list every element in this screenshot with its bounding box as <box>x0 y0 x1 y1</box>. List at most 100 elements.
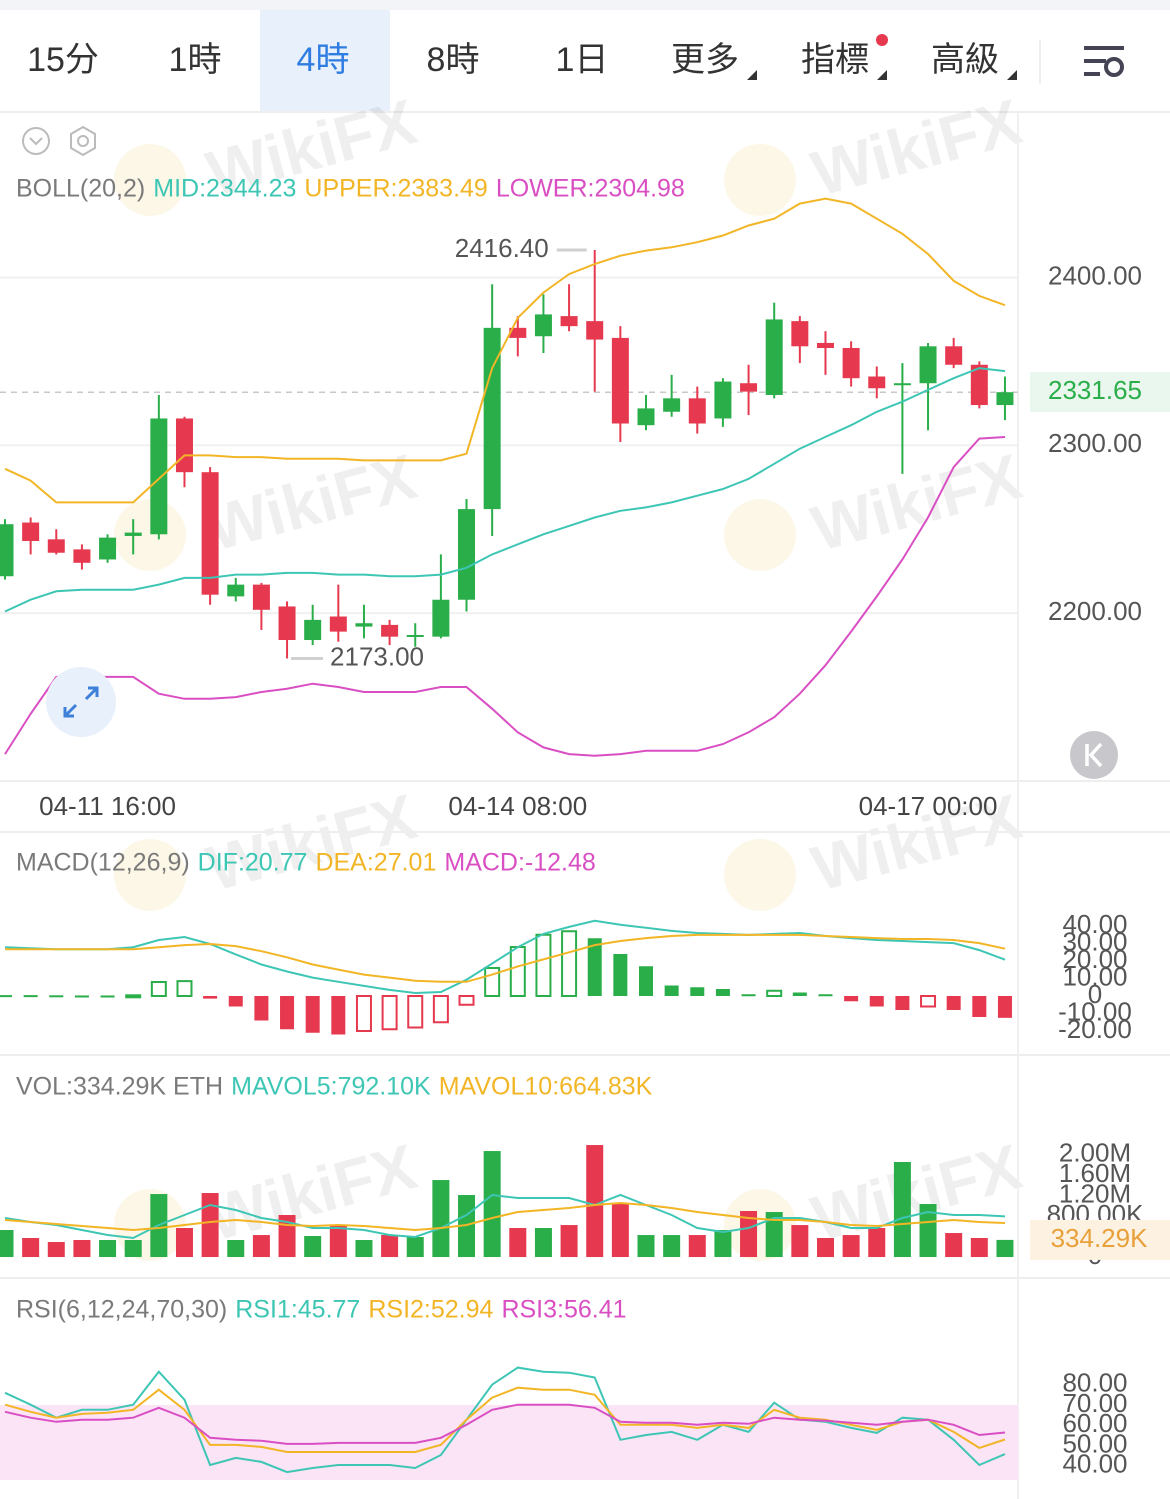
tab-label[interactable]: 15分 <box>27 41 99 79</box>
watermark-logo <box>724 499 796 571</box>
volume-bar <box>304 1236 322 1258</box>
watermark: WikiFX <box>804 1130 1028 1255</box>
macd-bar <box>997 996 1012 1018</box>
volume-bar <box>534 1228 552 1258</box>
candle-body <box>22 522 40 541</box>
tab-label[interactable]: 1時 <box>169 41 222 79</box>
candle-body <box>996 392 1014 406</box>
tab-label[interactable]: 高級 <box>931 41 999 79</box>
settings-hex-icon[interactable] <box>70 125 96 157</box>
settings-icon[interactable] <box>1084 46 1124 77</box>
volume-bar <box>406 1237 424 1258</box>
candle-body <box>765 319 783 395</box>
volume-bar <box>919 1204 937 1258</box>
notification-dot <box>876 34 888 46</box>
volume-bar <box>637 1235 655 1258</box>
candle-body <box>150 418 168 535</box>
tab-label[interactable]: 指標 <box>801 41 869 79</box>
macd-bar <box>458 995 475 1006</box>
y-tick-label: 1.20M <box>1059 1178 1131 1208</box>
indicator-line <box>4 367 1006 613</box>
macd-bar <box>305 996 320 1033</box>
y-tick-label: 0 <box>1088 979 1102 1009</box>
active-tab-bg <box>260 10 390 112</box>
candle-body <box>124 532 142 536</box>
macd-bar <box>432 995 449 1024</box>
candle-body <box>227 584 245 597</box>
tab-label[interactable]: 1日 <box>556 41 609 79</box>
macd-bar <box>203 996 218 999</box>
candle-body <box>816 342 834 348</box>
watermark-logo <box>114 144 186 216</box>
legend-label: VOL:334.29K ETH <box>16 1073 223 1101</box>
macd-bar <box>818 994 833 997</box>
volume-bar <box>252 1235 270 1258</box>
y-tick-label: -20.00 <box>1058 1014 1132 1044</box>
legend-label: MAVOL10:664.83K <box>439 1073 653 1101</box>
macd-bar <box>946 996 961 1010</box>
candle-body <box>560 316 578 327</box>
tab-label[interactable]: 4時 <box>297 41 350 79</box>
tab-label[interactable]: 更多 <box>671 41 739 79</box>
watermark: WikiFX <box>804 440 1028 565</box>
legend-label: MID:2344.23 <box>153 175 296 203</box>
legend-label: UPPER:2383.49 <box>304 175 487 203</box>
candle-body <box>355 623 373 627</box>
volume-bar <box>688 1235 706 1258</box>
volume-bar <box>765 1212 783 1258</box>
volume-bar <box>611 1203 629 1258</box>
fullscreen-button[interactable] <box>46 667 116 737</box>
macd-bar <box>125 994 142 999</box>
volume-bar <box>175 1228 193 1258</box>
candle-body <box>381 624 399 637</box>
candle-body <box>740 383 758 392</box>
volume-bar <box>381 1235 399 1258</box>
candle-body <box>534 314 552 337</box>
indicator-line <box>4 1201 1006 1232</box>
y-tick-label: 2300.00 <box>1048 428 1142 458</box>
volume-bar <box>201 1193 219 1258</box>
y-tick-label: 80.00 <box>1062 1368 1127 1398</box>
volume-bar <box>663 1235 681 1258</box>
watermark-logo <box>724 144 796 216</box>
top-strip <box>0 0 1170 10</box>
x-tick-label: 04-11 16:00 <box>39 791 176 821</box>
candle-body <box>611 337 629 424</box>
collapse-icon[interactable] <box>22 127 50 155</box>
macd-bar <box>561 930 578 997</box>
y-tick-label: 20.00 <box>1062 944 1127 974</box>
watermark: WikiFX <box>199 780 423 905</box>
macd-bar <box>228 996 243 1007</box>
y-tick-label: 40.00 <box>1062 1449 1127 1479</box>
macd-bar <box>23 995 38 998</box>
watermark: WikiFX <box>804 85 1028 210</box>
candle-body <box>842 347 860 379</box>
macd-bar <box>844 996 859 1002</box>
macd-bar <box>0 995 12 998</box>
legend-label: MACD:-12.48 <box>444 849 595 877</box>
candle-body <box>893 383 911 386</box>
volume-bar <box>329 1225 347 1258</box>
overlay-layer <box>46 667 1118 779</box>
candle-body <box>406 634 424 637</box>
y-tick-label: 10.00 <box>1062 961 1127 991</box>
back-to-latest-button[interactable] <box>1070 731 1118 779</box>
legend-label: DEA:27.01 <box>315 849 436 877</box>
macd-bar <box>920 995 937 1008</box>
x-tick-label: 04-17 00:00 <box>859 791 998 821</box>
y-tick-label: 50.00 <box>1062 1428 1127 1458</box>
macd-bar <box>690 987 705 996</box>
candle-body <box>483 327 501 510</box>
tab-label[interactable]: 8時 <box>427 41 480 79</box>
volume-bar <box>560 1225 578 1258</box>
volume-bar <box>970 1238 988 1258</box>
legend-label: RSI(6,12,24,70,30) <box>16 1296 227 1324</box>
macd-bar <box>715 989 730 996</box>
candle-body <box>458 509 476 600</box>
macd-bar <box>535 933 552 997</box>
y-tick-label: 30.00 <box>1062 926 1127 956</box>
last-price-box <box>1030 372 1170 413</box>
y-tick-label: 2400.00 <box>1048 260 1142 290</box>
indicator-line <box>4 1193 1006 1240</box>
